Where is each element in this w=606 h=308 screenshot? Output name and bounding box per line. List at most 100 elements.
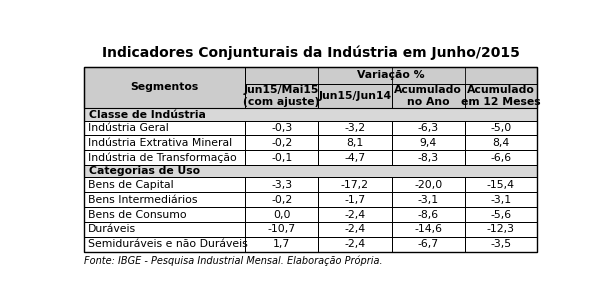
Text: Semiduráveis e não Duráveis: Semiduráveis e não Duráveis [88, 239, 248, 249]
Bar [318, 150, 391, 165]
Bar [245, 237, 318, 252]
Bar [391, 177, 465, 192]
Bar [84, 207, 245, 222]
Bar [84, 67, 537, 108]
Bar [318, 150, 391, 165]
Bar [318, 177, 391, 192]
Bar [245, 67, 537, 84]
Bar [318, 121, 391, 136]
Text: 8,1: 8,1 [346, 138, 364, 148]
Text: -0,2: -0,2 [271, 195, 292, 205]
Bar [245, 192, 318, 207]
Bar [84, 108, 537, 121]
Text: -2,4: -2,4 [344, 224, 365, 234]
Bar [465, 237, 537, 252]
Text: Classe de Indústria: Classe de Indústria [89, 110, 206, 120]
Bar [465, 192, 537, 207]
Bar [465, 177, 537, 192]
Bar [84, 67, 537, 252]
Bar [84, 165, 537, 177]
Text: -1,7: -1,7 [344, 195, 365, 205]
Text: Segmentos: Segmentos [130, 83, 199, 92]
Bar [465, 121, 537, 136]
Text: 0,0: 0,0 [273, 209, 290, 220]
Bar [84, 150, 245, 165]
Bar [318, 237, 391, 252]
Bar [318, 121, 391, 136]
Text: Bens de Consumo: Bens de Consumo [88, 209, 187, 220]
Text: -2,4: -2,4 [344, 209, 365, 220]
Bar [245, 136, 318, 150]
Bar [465, 177, 537, 192]
Text: -0,3: -0,3 [271, 123, 292, 133]
Bar [84, 67, 245, 108]
Bar [318, 192, 391, 207]
Bar [391, 121, 465, 136]
Bar [391, 150, 465, 165]
Bar [465, 207, 537, 222]
Bar [318, 222, 391, 237]
Bar [391, 222, 465, 237]
Text: Indicadores Conjunturais da Indústria em Junho/2015: Indicadores Conjunturais da Indústria em… [102, 45, 519, 60]
Bar [245, 150, 318, 165]
Bar [84, 237, 245, 252]
Bar [245, 150, 318, 165]
Bar [391, 136, 465, 150]
Bar [465, 121, 537, 136]
Bar [84, 121, 245, 136]
Text: Bens de Capital: Bens de Capital [88, 180, 173, 190]
Bar [318, 207, 391, 222]
Bar [465, 150, 537, 165]
Bar [245, 192, 318, 207]
Text: -12,3: -12,3 [487, 224, 515, 234]
Bar [245, 237, 318, 252]
Bar [391, 192, 465, 207]
Text: -0,1: -0,1 [271, 153, 292, 163]
Text: -6,6: -6,6 [490, 153, 511, 163]
Bar [84, 177, 245, 192]
Bar [391, 207, 465, 222]
Text: Duráveis: Duráveis [88, 224, 136, 234]
Bar [391, 192, 465, 207]
Bar [318, 136, 391, 150]
Bar [465, 222, 537, 237]
Bar [245, 177, 318, 192]
Bar [465, 222, 537, 237]
Bar [391, 84, 465, 108]
Text: -14,6: -14,6 [415, 224, 442, 234]
Text: -5,6: -5,6 [490, 209, 511, 220]
Text: -3,2: -3,2 [344, 123, 365, 133]
Text: Indústria de Transformação: Indústria de Transformação [88, 152, 237, 163]
Bar [391, 222, 465, 237]
Bar [245, 222, 318, 237]
Text: -15,4: -15,4 [487, 180, 515, 190]
Text: Fonte: IBGE - Pesquisa Industrial Mensal. Elaboração Própria.: Fonte: IBGE - Pesquisa Industrial Mensal… [84, 255, 383, 265]
Text: -3,5: -3,5 [490, 239, 511, 249]
Bar [84, 222, 245, 237]
Bar [84, 207, 245, 222]
Bar [84, 222, 245, 237]
Bar [318, 222, 391, 237]
Bar [391, 177, 465, 192]
Bar [318, 237, 391, 252]
Bar [245, 136, 318, 150]
Bar [245, 121, 318, 136]
Text: -3,1: -3,1 [490, 195, 511, 205]
Bar [318, 207, 391, 222]
Bar [84, 136, 245, 150]
Text: Indústria Extrativa Mineral: Indústria Extrativa Mineral [88, 138, 232, 148]
Bar [245, 222, 318, 237]
Bar [84, 237, 245, 252]
Bar [391, 207, 465, 222]
Text: -20,0: -20,0 [414, 180, 442, 190]
Text: -2,4: -2,4 [344, 239, 365, 249]
Text: -8,6: -8,6 [418, 209, 439, 220]
Bar [318, 136, 391, 150]
Bar [465, 84, 537, 108]
Text: -4,7: -4,7 [344, 153, 365, 163]
Text: 8,4: 8,4 [492, 138, 510, 148]
Bar [84, 192, 245, 207]
Text: -8,3: -8,3 [418, 153, 439, 163]
Text: 9,4: 9,4 [420, 138, 437, 148]
Bar [318, 177, 391, 192]
